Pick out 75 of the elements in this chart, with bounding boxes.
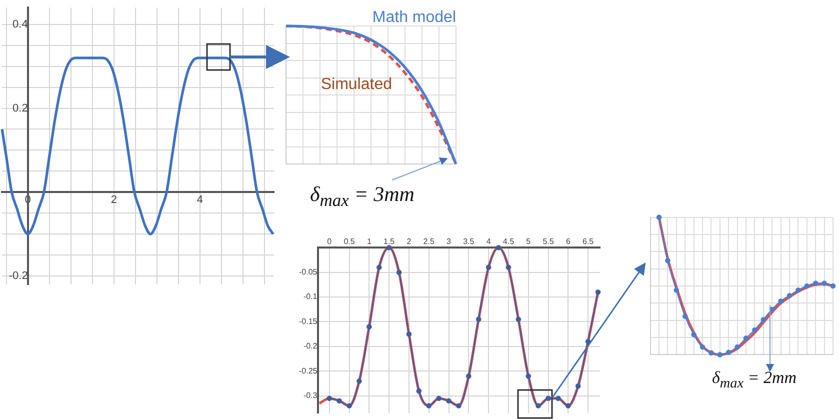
x-tick-label: 4	[486, 237, 492, 246]
point	[585, 338, 591, 344]
point	[743, 336, 749, 341]
point	[752, 327, 758, 333]
y-tick-label: -0.05	[299, 268, 318, 277]
point	[416, 388, 422, 394]
point	[326, 396, 332, 402]
y-tick-label: -0.1	[303, 292, 318, 302]
point	[396, 270, 402, 275]
x-tick-label: 2	[110, 194, 117, 206]
point	[822, 280, 827, 286]
x-tick-label: 6	[566, 237, 571, 246]
point	[717, 352, 723, 358]
x-tick-label: 5	[526, 237, 532, 246]
x-tick-label: 2	[406, 237, 412, 246]
y-tick-label: -0.15	[299, 316, 318, 326]
series-label: Math model	[372, 9, 456, 26]
point	[466, 373, 472, 379]
point	[446, 398, 452, 404]
line-series	[0, 56, 274, 236]
point	[516, 316, 522, 322]
point	[778, 298, 784, 304]
x-tick-label: 3	[446, 237, 452, 246]
x-tick-label: 2.5	[423, 237, 435, 246]
point	[456, 403, 462, 408]
point	[426, 403, 432, 408]
point	[556, 396, 561, 402]
point	[486, 264, 492, 270]
point	[346, 403, 352, 408]
x-tick-label: 4	[196, 194, 204, 206]
point	[376, 264, 382, 270]
point	[734, 344, 740, 350]
point	[674, 287, 680, 293]
x-tick-label: 3.5	[463, 237, 475, 246]
point	[760, 317, 766, 322]
y-tick-label: -0.25	[299, 366, 318, 376]
x-tick-label: 6.5	[582, 237, 594, 246]
point	[436, 396, 442, 402]
point	[595, 289, 601, 295]
x-tick-label: 4.5	[502, 237, 515, 246]
text: δ$_{max}$ = 2mm	[712, 368, 797, 392]
point	[536, 403, 541, 408]
y-tick-label: -0.3	[303, 391, 318, 400]
point	[691, 332, 696, 338]
x-tick-label: 0	[327, 237, 332, 246]
x-tick-label: 1	[366, 237, 372, 246]
point	[546, 396, 551, 402]
text: δ$_{max}$ = 3mm	[310, 182, 414, 212]
point	[566, 403, 571, 408]
point	[356, 378, 362, 384]
point	[812, 280, 818, 286]
point	[796, 287, 801, 293]
point	[476, 316, 482, 322]
series-label: Simulated	[320, 76, 392, 93]
point	[386, 244, 392, 250]
point	[336, 398, 342, 404]
point	[700, 344, 706, 350]
point	[526, 373, 532, 379]
x-tick-label: 5.5	[542, 237, 554, 246]
point	[830, 283, 836, 289]
y-tick-label: -0.2	[303, 342, 318, 351]
point	[682, 314, 688, 319]
point	[665, 258, 670, 264]
point	[496, 244, 502, 250]
point	[406, 331, 412, 337]
point	[708, 350, 714, 356]
point	[786, 292, 792, 298]
x-tick-label: 1.5	[384, 237, 396, 246]
point	[804, 283, 810, 289]
point	[506, 264, 512, 270]
point	[366, 324, 372, 330]
point	[726, 350, 732, 356]
point	[575, 383, 581, 389]
x-tick-label: 0.5	[344, 237, 356, 246]
point	[656, 214, 662, 220]
